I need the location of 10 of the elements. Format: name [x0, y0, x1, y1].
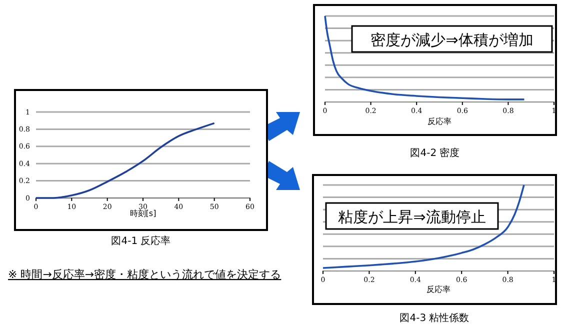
x-axis-title: 反応率 [426, 285, 450, 294]
text: 図4-2 密度 [410, 147, 460, 159]
text: ※ 時間→反応率→密度・粘度という流れで値を決定する [8, 268, 282, 281]
text: 図4-3 粘性係数 [400, 312, 470, 324]
line-series [35, 122, 216, 199]
x-axis-title: 時刻[s] [130, 209, 156, 218]
annotation: 粘度が上昇⇒流動停止 [338, 208, 486, 226]
text: 図4-1 反応率 [111, 235, 171, 247]
x-axis-title: 反応率 [428, 117, 452, 126]
annotation: 密度が減少⇒体積が増加 [370, 31, 534, 49]
